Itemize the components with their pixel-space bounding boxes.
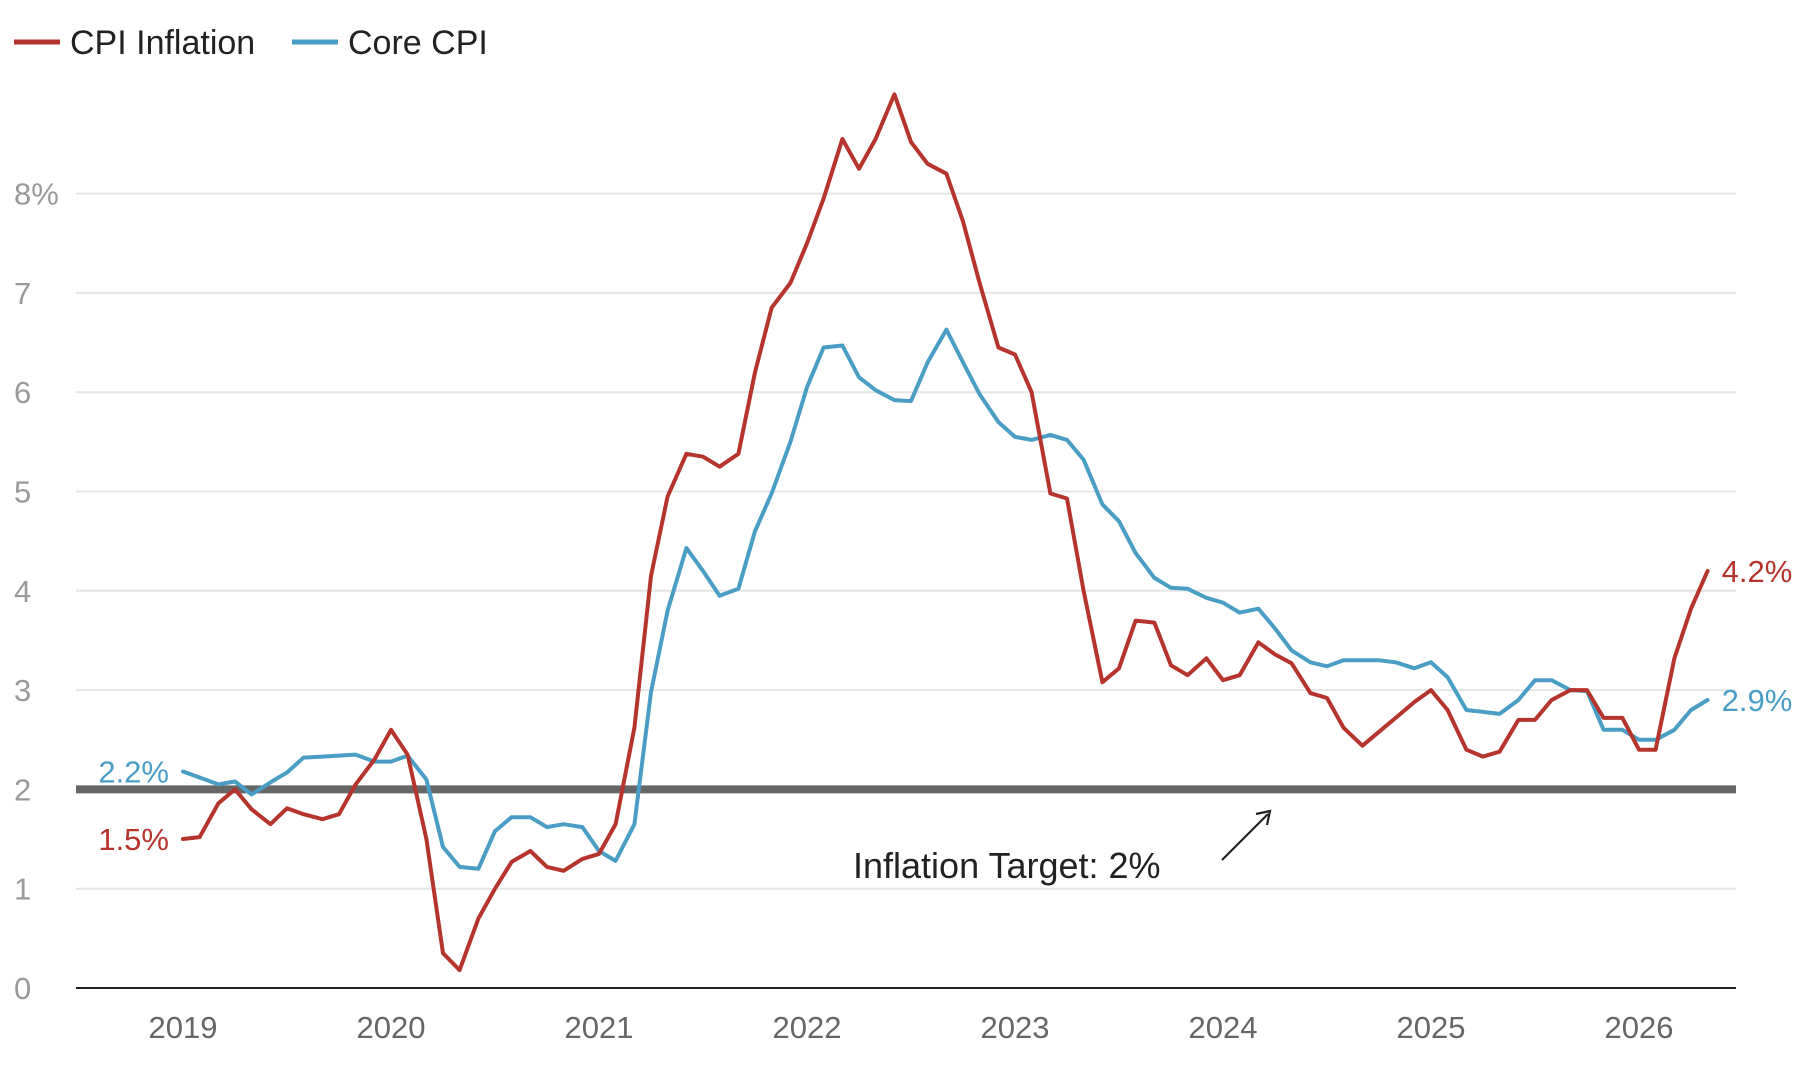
legend-label-cpi-inflation: CPI Inflation [70, 24, 255, 62]
start-label-cpi-inflation: 1.5% [98, 822, 169, 857]
y-tick-label-7: 7 [14, 276, 31, 311]
series [181, 92, 1710, 973]
legend-label-core-cpi: Core CPI [348, 24, 488, 62]
x-tick-label-2021: 2021 [565, 1010, 634, 1045]
end-label-cpi-inflation: 4.2% [1722, 554, 1793, 589]
x-tick-label-2025: 2025 [1397, 1010, 1466, 1045]
target-annotation-text: Inflation Target: 2% [853, 845, 1161, 886]
start-label-core-cpi: 2.2% [98, 755, 169, 790]
y-axis: 0 1 2 3 4 5 6 7 8% [14, 177, 59, 1006]
y-tick-label-1: 1 [14, 872, 31, 907]
series-line-core-cpi [181, 327, 1710, 871]
x-tick-label-2019: 2019 [149, 1010, 218, 1045]
x-tick-label-2020: 2020 [357, 1010, 426, 1045]
end-label-core-cpi: 2.9% [1722, 683, 1793, 718]
x-axis: 2019 2020 2021 2022 2023 2024 2025 2026 [76, 987, 1736, 1045]
legend-item-cpi-inflation: CPI Inflation [14, 24, 255, 62]
x-tick-label-2026: 2026 [1605, 1010, 1674, 1045]
x-tick-label-2022: 2022 [773, 1010, 842, 1045]
legend: CPI Inflation Core CPI [14, 24, 488, 62]
y-tick-label-8: 8% [14, 177, 59, 212]
y-tick-label-6: 6 [14, 375, 31, 410]
legend-item-core-cpi: Core CPI [292, 24, 488, 62]
target-annotation: Inflation Target: 2% [853, 809, 1272, 886]
target-annotation-arrow [1221, 813, 1269, 861]
x-tick-label-2024: 2024 [1189, 1010, 1258, 1045]
y-tick-label-0: 0 [14, 971, 31, 1006]
y-tick-label-3: 3 [14, 673, 31, 708]
y-tick-label-4: 4 [14, 574, 31, 609]
series-line-cpi-inflation [181, 92, 1710, 973]
series-end-labels: 1.5% 4.2% 2.2% 2.9% [98, 554, 1792, 857]
arrow-head-icon [1255, 809, 1272, 826]
gridlines [76, 192, 1736, 890]
x-tick-label-2023: 2023 [981, 1010, 1050, 1045]
y-tick-label-5: 5 [14, 475, 31, 510]
y-tick-label-2: 2 [14, 772, 31, 807]
